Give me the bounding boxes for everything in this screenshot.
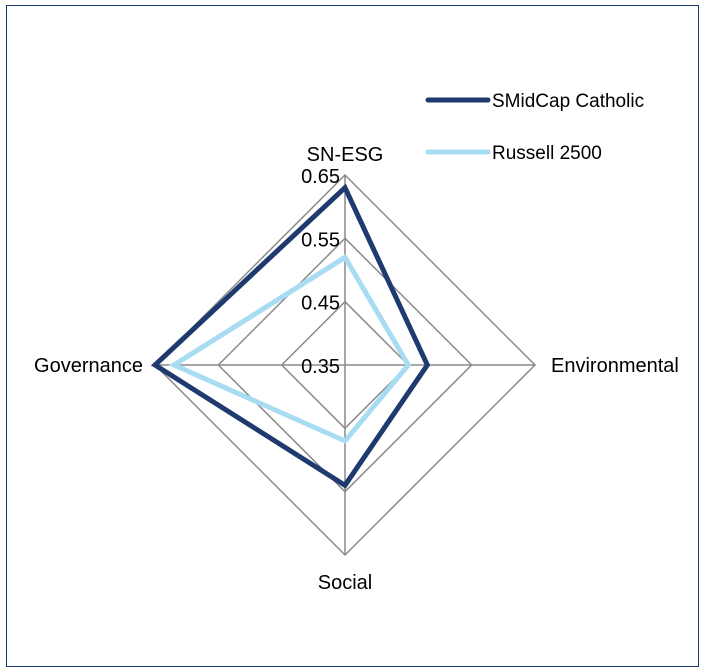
legend-label-0: SMidCap Catholic <box>492 91 644 112</box>
chart-frame <box>6 5 699 667</box>
radial-tick-labels: 0.35 0.45 0.55 0.65 <box>301 166 340 378</box>
tick-label-1: 0.45 <box>301 293 340 315</box>
legend-label-1: Russell 2500 <box>492 143 602 164</box>
tick-label-3: 0.65 <box>301 166 340 188</box>
series-line-0 <box>150 183 431 489</box>
tick-label-0: 0.35 <box>301 356 340 378</box>
tick-label-2: 0.55 <box>301 229 340 251</box>
axis-label-3: Governance <box>34 355 143 377</box>
radar-spokes <box>155 175 535 555</box>
axis-label-1: Environmental <box>551 355 679 377</box>
legend: SMidCap Catholic Russell 2500 <box>425 91 644 164</box>
axis-labels: SN-ESG Environmental Social Governance <box>34 144 679 594</box>
series-line-1 <box>168 253 412 445</box>
radar-series <box>150 183 431 489</box>
axis-label-0: SN-ESG <box>307 144 384 166</box>
axis-label-2: Social <box>318 572 372 594</box>
